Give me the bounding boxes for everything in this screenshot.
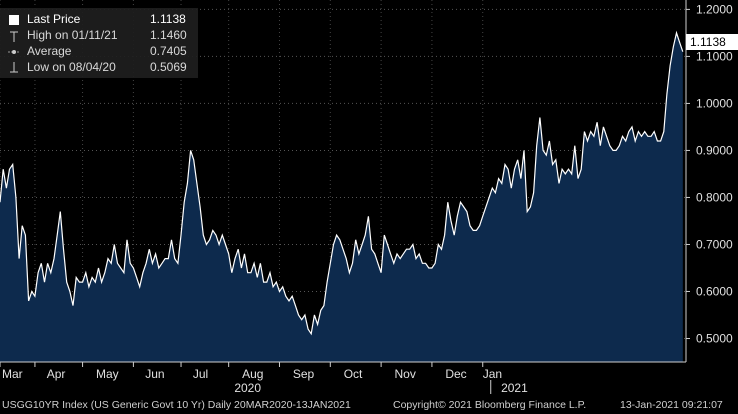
footer-security-info: USGG10YR Index (US Generic Govt 10 Yr) D… <box>2 399 351 411</box>
legend-value: 0.5069 <box>150 60 187 74</box>
line-chart: Mar Apr May Jun Jul Aug Sep Oct Nov Dec Jan 2020 202… <box>0 0 733 395</box>
legend-item-low: Low on 08/04/20 0.5069 <box>6 60 192 76</box>
low-marker-icon <box>10 62 18 73</box>
x-tick-label: Aug <box>242 367 263 381</box>
x-tick-label: Oct <box>344 367 363 381</box>
y-tick-label: 0.8000 <box>696 190 733 204</box>
x-tick-label: Jan <box>483 367 502 381</box>
legend-value: 0.7405 <box>150 44 187 58</box>
footer-timestamp: 13-Jan-2021 09:21:07 <box>620 399 723 411</box>
average-marker-icon <box>8 50 20 54</box>
x-tick-label: Dec <box>445 367 466 381</box>
legend-value: 1.1138 <box>150 12 186 26</box>
x-tick-label: Mar <box>2 367 23 381</box>
legend-box: Last Price 1.1138 High on 01/11/21 1.146… <box>0 8 198 78</box>
x-tick-label: Jun <box>145 367 164 381</box>
y-tick-label: 0.6000 <box>696 284 733 298</box>
footer-copyright: Copyright© 2021 Bloomberg Finance L.P. <box>393 399 587 411</box>
x-tick-label: Apr <box>47 367 66 381</box>
legend-label: High on 01/11/21 <box>27 28 118 42</box>
last-price-tag: 1.1138 <box>686 34 738 50</box>
y-tick-label: 1.1000 <box>696 49 733 63</box>
high-marker-icon <box>10 31 18 42</box>
area-fill <box>0 32 683 363</box>
footer-bar: USGG10YR Index (US Generic Govt 10 Yr) D… <box>0 396 738 414</box>
x-year-label: 2021 <box>501 381 528 395</box>
x-tick-label: May <box>96 367 119 381</box>
filled-square-icon <box>9 15 19 25</box>
legend-value: 1.1460 <box>150 28 187 42</box>
y-tick-label: 0.9000 <box>696 143 733 157</box>
y-tick-label: 1.2000 <box>696 2 733 16</box>
legend-item-high: High on 01/11/21 1.1460 <box>6 28 192 44</box>
legend-item-average: Average 0.7405 <box>6 44 192 60</box>
legend-item-last-price: Last Price 1.1138 <box>6 12 192 28</box>
y-tick-label: 0.7000 <box>696 237 733 251</box>
x-tick-label: Sep <box>293 367 315 381</box>
x-year-label: 2020 <box>234 381 261 395</box>
price-line <box>0 30 684 336</box>
x-axis: Mar Apr May Jun Jul Aug Sep Oct Nov Dec Jan 2020 202… <box>0 361 686 395</box>
y-tick-label: 0.5000 <box>696 331 733 345</box>
y-tick-label: 1.0000 <box>696 96 733 110</box>
x-tick-label: Jul <box>193 367 208 381</box>
y-axis: 0.5000 0.6000 0.7000 0.8000 0.9000 1.0000 1.10… <box>685 0 733 362</box>
legend-label: Low on 08/04/20 <box>27 60 116 74</box>
x-tick-label: Nov <box>395 367 416 381</box>
legend-label: Average <box>27 44 72 58</box>
legend-label: Last Price <box>27 12 81 26</box>
